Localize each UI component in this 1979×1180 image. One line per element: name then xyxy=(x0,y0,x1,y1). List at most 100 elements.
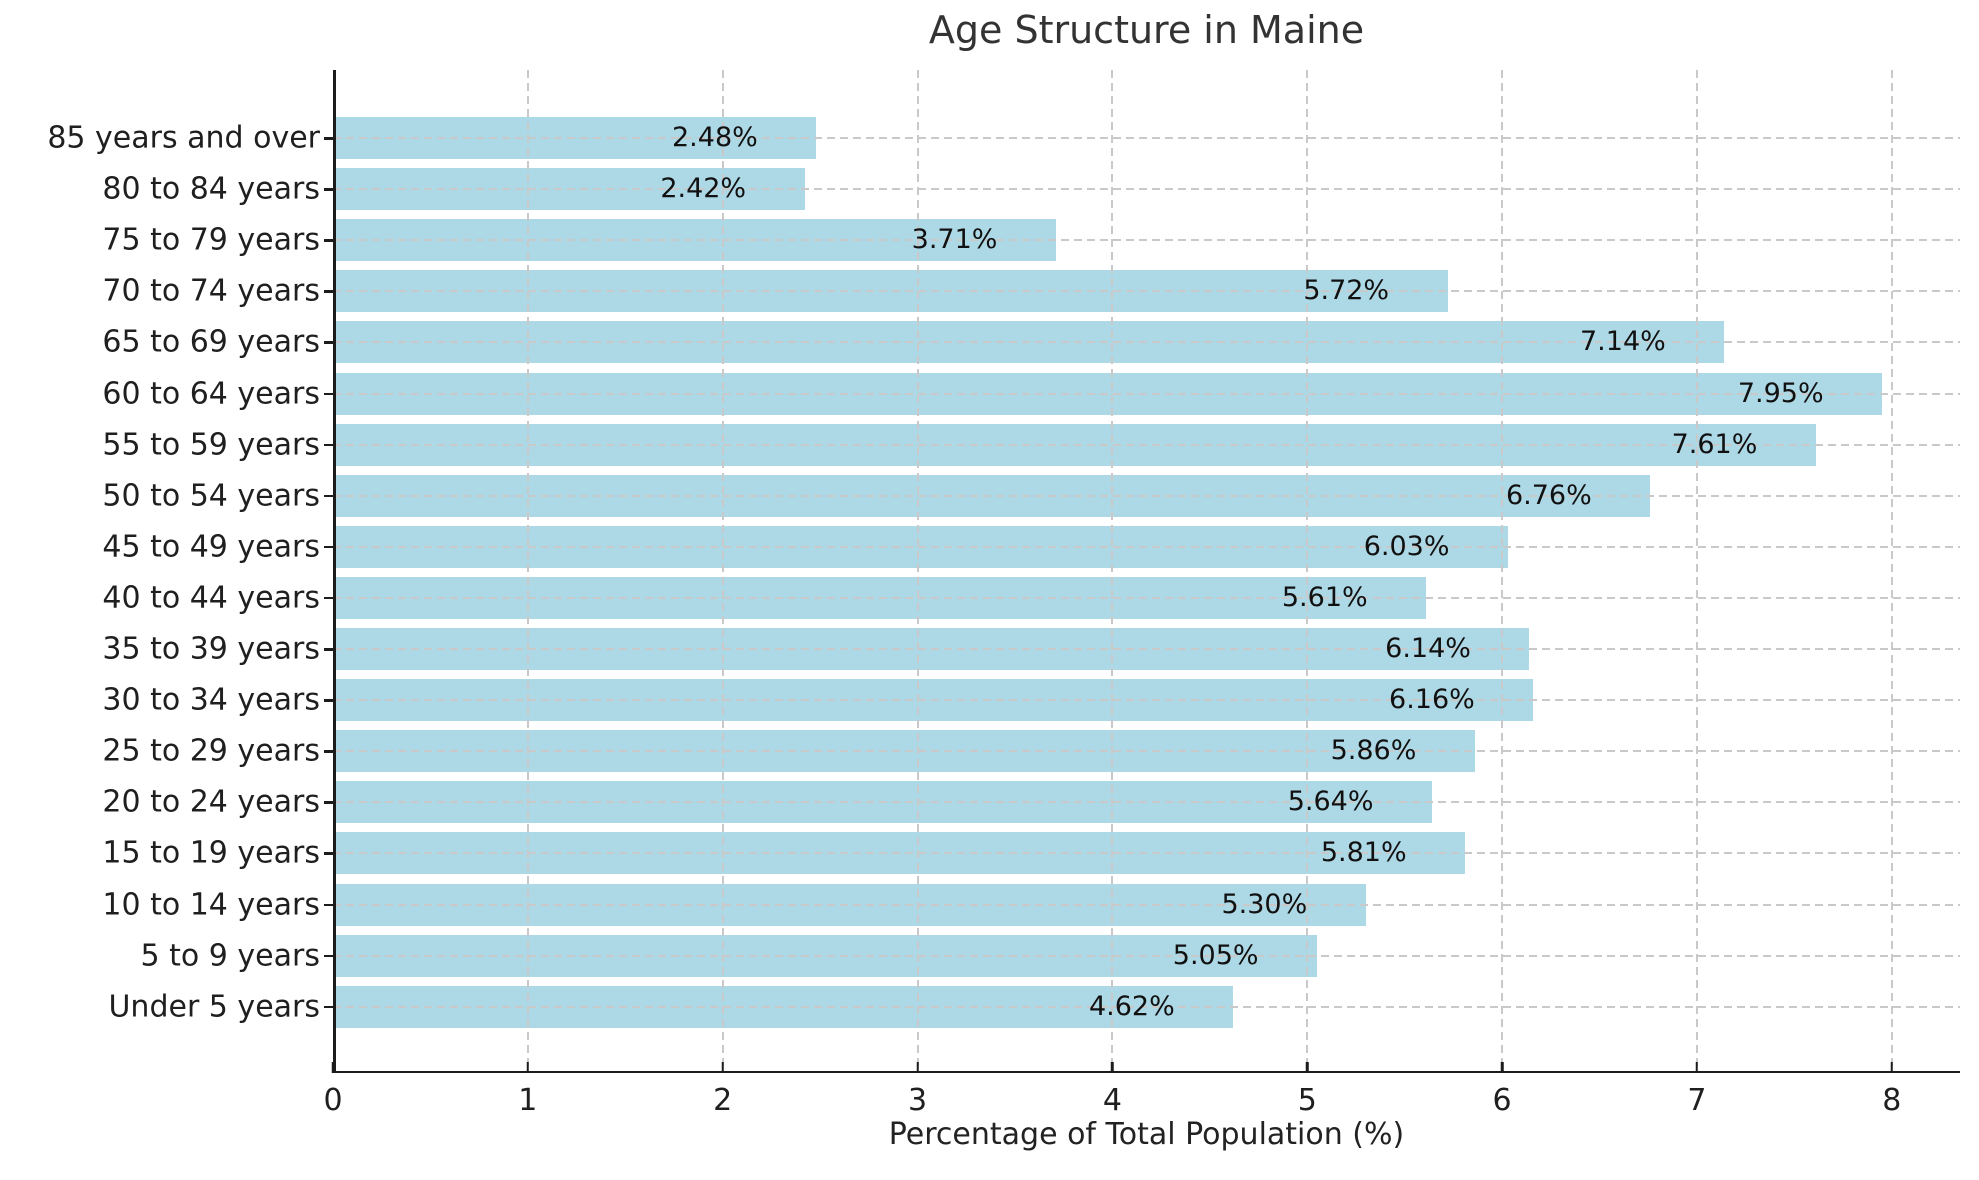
y-tick-label: 55 to 59 years xyxy=(102,427,320,463)
bar-value-label: 5.61% xyxy=(1281,581,1368,613)
gridline-h xyxy=(333,750,1960,753)
y-tick-label: 25 to 29 years xyxy=(102,733,320,769)
gridline-h xyxy=(333,392,1960,395)
gridline-h xyxy=(333,443,1960,446)
x-axis-label: Percentage of Total Population (%) xyxy=(888,1117,1405,1152)
y-tick-label: 40 to 44 years xyxy=(102,580,320,616)
x-tick-mark xyxy=(1890,1062,1894,1073)
x-tick-mark xyxy=(1695,1062,1699,1073)
chart-title: Age Structure in Maine xyxy=(928,8,1365,52)
x-tick-label: 7 xyxy=(1687,1083,1707,1118)
bar-value-label: 2.42% xyxy=(660,172,747,204)
bar-value-label: 5.72% xyxy=(1303,275,1390,307)
y-tick-mark xyxy=(324,494,334,498)
gridline-v xyxy=(1501,70,1504,1073)
y-tick-label: 75 to 79 years xyxy=(102,222,320,258)
y-tick-label: 30 to 34 years xyxy=(102,682,320,718)
y-tick-mark xyxy=(324,188,334,191)
gridline-v xyxy=(916,70,919,1073)
y-tick-label: 5 to 9 years xyxy=(140,938,320,974)
y-tick-label: 20 to 24 years xyxy=(102,784,320,820)
gridline-h xyxy=(333,903,1960,906)
gridline-h xyxy=(333,1005,1960,1008)
gridline-h xyxy=(333,290,1960,293)
x-tick-label: 1 xyxy=(518,1083,538,1118)
y-tick-label: 65 to 69 years xyxy=(102,324,320,360)
gridline-h xyxy=(333,954,1960,957)
gridline-h xyxy=(333,852,1960,855)
y-tick-mark xyxy=(324,443,334,447)
bar-value-label: 7.95% xyxy=(1737,377,1824,409)
y-tick-label: 60 to 64 years xyxy=(102,376,320,411)
plot-area: 2.48% 2.42% 3.71% 5.72% 7.14% 7.95% 7.61% 6.76%… xyxy=(331,70,1960,1073)
gridline-h xyxy=(333,239,1960,242)
x-tick-mark xyxy=(1500,1062,1504,1073)
y-tick-label: 50 to 54 years xyxy=(102,478,320,514)
gridline-h xyxy=(333,699,1960,702)
y-tick-mark xyxy=(324,341,334,344)
y-tick-label: 15 to 19 years xyxy=(102,835,320,871)
bar-value-label: 6.76% xyxy=(1505,479,1592,511)
gridline-h xyxy=(333,137,1960,139)
gridline-v xyxy=(1306,70,1309,1073)
bar-value-label: 5.86% xyxy=(1330,735,1417,767)
y-tick-mark xyxy=(324,954,334,958)
gridline-h xyxy=(333,545,1960,548)
x-tick-label: 8 xyxy=(1882,1083,1902,1118)
y-tick-mark xyxy=(324,596,334,600)
gridline-v xyxy=(1695,70,1698,1073)
y-tick-mark xyxy=(324,545,334,549)
y-tick-mark xyxy=(324,239,334,242)
gridline-h xyxy=(333,341,1960,344)
x-axis-spine xyxy=(333,1070,1960,1073)
bar-value-label: 5.64% xyxy=(1287,786,1374,818)
bar-value-label: 7.14% xyxy=(1580,326,1666,358)
bar-value-label: 6.16% xyxy=(1389,683,1475,715)
x-tick-label: 5 xyxy=(1297,1083,1317,1118)
gridline-v xyxy=(1890,70,1893,1073)
x-tick-mark xyxy=(721,1062,724,1073)
bar-value-label: 5.05% xyxy=(1172,939,1259,971)
x-tick-mark xyxy=(1306,1062,1309,1073)
y-tick-mark xyxy=(324,648,334,651)
gridline-h xyxy=(333,494,1960,497)
x-tick-label: 3 xyxy=(908,1083,928,1118)
x-tick-mark xyxy=(1111,1062,1114,1073)
gridline-v xyxy=(1111,70,1114,1073)
y-tick-mark xyxy=(324,852,334,855)
y-tick-mark xyxy=(324,137,334,140)
gridline-h xyxy=(333,596,1960,599)
x-tick-label: 6 xyxy=(1492,1083,1512,1118)
gridline-h xyxy=(333,648,1960,650)
bar-value-label: 5.81% xyxy=(1320,837,1407,869)
y-tick-mark xyxy=(324,290,334,293)
gridline-h xyxy=(333,801,1960,804)
x-tick-label: 4 xyxy=(1102,1083,1122,1118)
y-tick-label: 10 to 14 years xyxy=(102,887,320,922)
y-tick-label: Under 5 years xyxy=(108,989,320,1025)
y-tick-mark xyxy=(324,903,334,906)
bar-value-label: 4.62% xyxy=(1088,990,1175,1022)
y-tick-mark xyxy=(324,750,334,753)
gridline-v xyxy=(526,70,529,1073)
x-tick-mark xyxy=(526,1062,530,1073)
y-tick-label: 80 to 84 years xyxy=(102,171,320,207)
bar-value-label: 3.71% xyxy=(911,224,998,256)
x-tick-label: 0 xyxy=(323,1083,343,1118)
y-tick-mark xyxy=(324,801,334,804)
y-tick-mark xyxy=(324,1005,334,1009)
y-tick-label: 35 to 39 years xyxy=(102,631,320,667)
y-tick-label: 70 to 74 years xyxy=(102,273,320,309)
y-tick-label: 45 to 49 years xyxy=(102,529,320,565)
x-tick-mark xyxy=(916,1062,919,1073)
bar-value-label: 7.61% xyxy=(1671,428,1758,460)
x-tick-label: 2 xyxy=(713,1083,733,1118)
y-tick-mark xyxy=(324,699,334,702)
bar-value-label: 5.30% xyxy=(1221,888,1308,920)
bar-value-label: 6.14% xyxy=(1385,632,1471,664)
gridline-h xyxy=(333,188,1960,191)
y-tick-label: 85 years and over xyxy=(47,120,320,156)
y-tick-mark xyxy=(324,392,334,395)
y-axis-spine xyxy=(333,70,336,1073)
